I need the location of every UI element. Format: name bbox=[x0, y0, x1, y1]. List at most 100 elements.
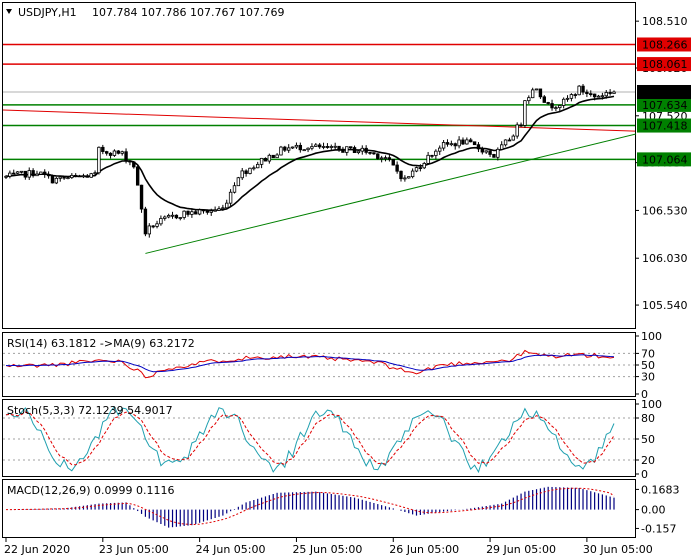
candle-body bbox=[438, 147, 442, 152]
candle-body bbox=[310, 146, 314, 149]
candle-body bbox=[422, 163, 426, 169]
candle-body bbox=[197, 209, 202, 215]
candle-body bbox=[283, 146, 287, 151]
macd-signal-line bbox=[6, 487, 615, 526]
candle-body bbox=[515, 124, 519, 137]
candle-body bbox=[476, 144, 481, 150]
candle-body bbox=[488, 150, 492, 155]
symbol-label: USDJPY,H1 bbox=[18, 6, 77, 19]
candle-body bbox=[159, 218, 163, 225]
candle-body bbox=[23, 170, 28, 178]
candle-body bbox=[240, 170, 244, 179]
candle-body bbox=[608, 92, 612, 94]
ascending-trendline bbox=[145, 133, 637, 254]
candle-body bbox=[186, 210, 190, 215]
current-price-box bbox=[637, 84, 691, 99]
candle-body bbox=[120, 151, 124, 154]
candle-body bbox=[182, 210, 186, 218]
candle-body bbox=[287, 147, 291, 151]
candle-body bbox=[592, 93, 597, 98]
candle-body bbox=[457, 139, 461, 147]
candle-body bbox=[8, 172, 12, 177]
candle-body bbox=[399, 170, 403, 180]
candle-body bbox=[430, 154, 434, 157]
candle-body bbox=[368, 151, 372, 154]
osc-tick-label: -0.157 bbox=[641, 522, 676, 535]
candle-body bbox=[407, 176, 411, 179]
candle-body bbox=[542, 96, 546, 103]
osc-tick-label: 0 bbox=[641, 468, 648, 481]
candle-body bbox=[596, 95, 601, 98]
candle-body bbox=[174, 214, 179, 219]
candle-body bbox=[70, 174, 74, 179]
candle-body bbox=[496, 148, 500, 158]
candle-body bbox=[453, 143, 457, 147]
candle-body bbox=[480, 148, 485, 153]
candle-body bbox=[213, 209, 217, 212]
osc-tick-label: 0.00 bbox=[641, 504, 666, 517]
candle-body bbox=[128, 160, 132, 163]
osc-tick-label: 70 bbox=[641, 347, 655, 360]
candle-body bbox=[89, 173, 93, 178]
candle-body bbox=[511, 135, 516, 141]
ohlc-values: 107.784 107.786 107.767 107.769 bbox=[92, 6, 284, 19]
rsi-ma-line bbox=[5, 354, 615, 373]
candle-body bbox=[333, 145, 337, 148]
level-label: 108.266 bbox=[642, 38, 688, 51]
candle-body bbox=[352, 147, 357, 154]
candle-body bbox=[345, 146, 349, 153]
candle-body bbox=[151, 225, 155, 228]
declining-red-line bbox=[2, 109, 636, 132]
candle-body bbox=[410, 170, 415, 178]
candle-body bbox=[225, 202, 229, 209]
candle-body bbox=[279, 146, 283, 156]
candle-body bbox=[178, 217, 182, 219]
time-tick-label: 29 Jun 05:00 bbox=[486, 543, 556, 556]
candle-body bbox=[314, 144, 318, 147]
price-tick-label: 106.030 bbox=[642, 252, 688, 265]
candle-body bbox=[403, 177, 407, 180]
candle-body bbox=[499, 144, 504, 150]
level-label-box bbox=[637, 152, 691, 167]
stoch-signal-line bbox=[5, 411, 615, 466]
candle-body bbox=[97, 146, 101, 174]
candle-body bbox=[155, 223, 159, 227]
candle-body bbox=[74, 174, 78, 177]
candle-body bbox=[54, 177, 59, 184]
current-price-label: 107.769 bbox=[642, 86, 688, 99]
candle-body bbox=[302, 149, 306, 152]
candle-body bbox=[527, 97, 531, 102]
stoch-title: Stoch(5,3,3) 72.1239 54.9017 bbox=[7, 404, 173, 417]
candle-body bbox=[600, 95, 605, 98]
candle-body bbox=[77, 175, 82, 178]
osc-tick-label: 0 bbox=[641, 388, 648, 401]
candle-body bbox=[108, 152, 113, 156]
candle-body bbox=[81, 175, 86, 178]
time-tick-label: 24 Jun 05:00 bbox=[196, 543, 266, 556]
candle-body bbox=[558, 105, 562, 109]
stoch-main-line bbox=[5, 405, 615, 474]
candle-body bbox=[395, 164, 399, 172]
candle-body bbox=[259, 157, 264, 165]
osc-tick-label: 50 bbox=[641, 359, 655, 372]
candle-body bbox=[236, 177, 241, 187]
level-label-box bbox=[637, 37, 691, 52]
candle-body bbox=[530, 89, 535, 99]
candle-body bbox=[356, 150, 361, 154]
dropdown-triangle-icon[interactable] bbox=[6, 9, 12, 14]
candle-body bbox=[12, 172, 16, 175]
candle-body bbox=[135, 166, 140, 186]
candle-body bbox=[104, 151, 109, 154]
candle-body bbox=[484, 150, 488, 153]
stoch-panel-frame bbox=[2, 399, 636, 477]
candle-body bbox=[209, 210, 213, 213]
candle-body bbox=[139, 184, 144, 210]
moving-average-group bbox=[5, 95, 615, 211]
candle-body bbox=[538, 88, 543, 98]
candle-body bbox=[585, 91, 589, 95]
candle-body bbox=[50, 175, 55, 184]
candle-body bbox=[523, 100, 527, 126]
candle-body bbox=[132, 161, 136, 168]
candle-body bbox=[201, 209, 206, 212]
